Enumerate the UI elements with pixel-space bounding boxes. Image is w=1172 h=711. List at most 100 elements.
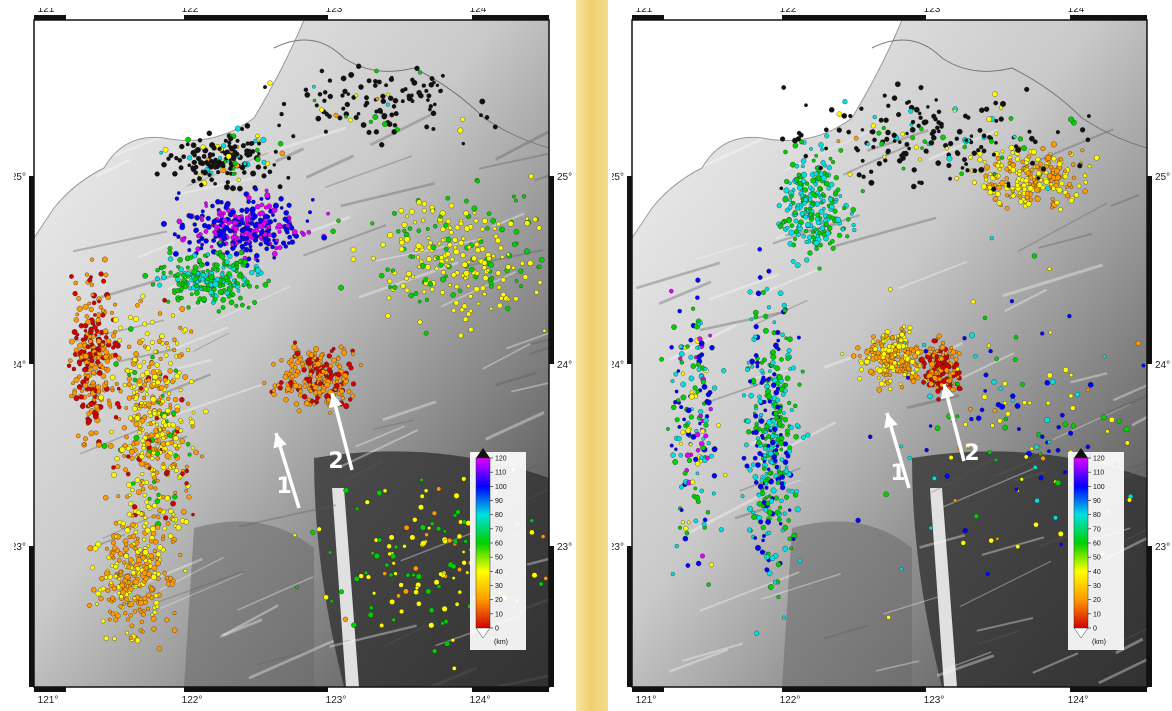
earthquake-point — [128, 635, 134, 640]
earthquake-point — [859, 106, 864, 111]
earthquake-point — [883, 117, 889, 123]
earthquake-point — [746, 429, 752, 435]
earthquake-point — [678, 525, 682, 530]
earthquake-point — [141, 480, 146, 485]
earthquake-point — [350, 393, 356, 399]
earthquake-point — [170, 422, 176, 428]
earthquake-point — [137, 547, 143, 553]
earthquake-point — [227, 253, 233, 260]
earthquake-point — [1021, 145, 1027, 152]
earthquake-point — [757, 451, 763, 456]
earthquake-point — [1045, 155, 1052, 161]
earthquake-point — [170, 313, 175, 318]
earthquake-point — [464, 225, 470, 232]
earthquake-point — [194, 214, 200, 221]
earthquake-point — [782, 308, 788, 313]
earthquake-point — [1068, 116, 1075, 123]
earthquake-point — [753, 536, 758, 540]
earthquake-point — [469, 266, 475, 273]
earthquake-point — [140, 555, 146, 561]
earthquake-point — [244, 230, 250, 236]
earthquake-point — [466, 260, 471, 265]
earthquake-point — [249, 206, 256, 213]
earthquake-point — [1015, 156, 1020, 162]
earthquake-point — [154, 433, 160, 439]
earthquake-point — [688, 337, 694, 343]
earthquake-point — [939, 344, 946, 351]
earthquake-point — [471, 255, 477, 262]
earthquake-point — [236, 289, 241, 293]
earthquake-point — [690, 363, 697, 369]
earthquake-point — [1032, 139, 1038, 145]
earthquake-point — [939, 356, 945, 362]
earthquake-point — [814, 153, 819, 158]
earthquake-point — [148, 553, 155, 559]
earthquake-point — [380, 98, 386, 104]
earthquake-point — [496, 285, 502, 290]
earthquake-point — [388, 285, 393, 289]
earthquake-point — [103, 349, 110, 355]
arrow-label: 1 — [890, 461, 905, 486]
earthquake-point — [140, 438, 146, 444]
earthquake-point — [936, 397, 941, 402]
earthquake-point — [203, 229, 209, 234]
earthquake-point — [142, 272, 149, 279]
earthquake-point — [972, 168, 978, 174]
earthquake-point — [1014, 144, 1019, 149]
earthquake-point — [157, 507, 163, 513]
earthquake-point — [871, 339, 876, 344]
earthquake-point — [794, 163, 800, 169]
earthquake-point — [191, 268, 198, 275]
earthquake-point — [178, 266, 184, 273]
colorbar-tick-label: 100 — [1093, 484, 1105, 491]
earthquake-point — [406, 93, 412, 99]
earthquake-point — [780, 332, 785, 338]
earthquake-point — [243, 241, 249, 247]
earthquake-point — [192, 222, 197, 227]
earthquake-point — [248, 244, 253, 249]
earthquake-point — [805, 221, 811, 228]
earthquake-point — [155, 604, 160, 609]
earthquake-point — [705, 455, 710, 461]
earthquake-point — [410, 99, 415, 104]
earthquake-point — [804, 103, 808, 108]
earthquake-point — [1141, 363, 1146, 368]
earthquake-point — [109, 374, 116, 381]
earthquake-point — [755, 360, 760, 366]
earthquake-point — [450, 638, 455, 643]
earthquake-point — [427, 526, 431, 530]
earthquake-point — [955, 414, 960, 419]
earthquake-point — [163, 352, 169, 358]
earthquake-point — [88, 330, 94, 336]
earthquake-point — [766, 530, 772, 535]
earthquake-point — [251, 232, 258, 238]
earthquake-point — [428, 107, 432, 112]
earthquake-point — [1064, 193, 1071, 199]
earthquake-point — [794, 177, 800, 182]
earthquake-point — [373, 129, 380, 135]
earthquake-point — [292, 340, 298, 345]
earthquake-point — [413, 565, 419, 572]
earthquake-point — [386, 543, 392, 549]
earthquake-point — [82, 382, 88, 389]
latitude-label-right: 23° — [557, 542, 572, 553]
earthquake-point — [338, 284, 344, 291]
earthquake-point — [245, 224, 250, 230]
earthquake-point — [918, 85, 924, 91]
earthquake-point — [787, 508, 792, 512]
earthquake-point — [764, 481, 769, 486]
earthquake-point — [225, 170, 230, 176]
earthquake-point — [689, 393, 695, 400]
earthquake-point — [479, 246, 486, 252]
earthquake-point — [108, 405, 113, 409]
earthquake-point — [87, 301, 92, 306]
arrow-head — [940, 384, 955, 400]
earthquake-point — [796, 130, 802, 136]
earthquake-point — [1021, 182, 1027, 188]
earthquake-point — [172, 611, 177, 616]
earthquake-point — [172, 288, 176, 293]
earthquake-point — [308, 352, 315, 358]
earthquake-point — [693, 486, 698, 491]
earthquake-point — [178, 418, 183, 423]
earthquake-point — [451, 308, 457, 313]
